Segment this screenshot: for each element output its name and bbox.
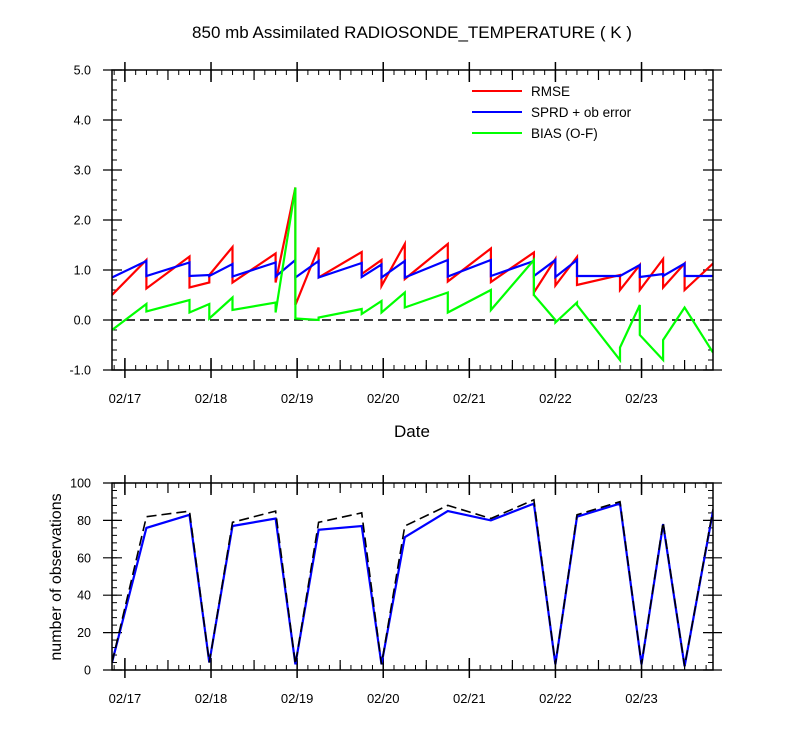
x-tick-label: 02/23 — [625, 691, 658, 706]
bottom-chart: 02/17 02/18 02/19 02/20 02/21 02/22 02/23 0 20 40… — [48, 475, 722, 706]
y-tick-label: 1.0 — [74, 264, 91, 278]
y-tick-label: 4.0 — [74, 114, 91, 128]
y-tick-label: 100 — [70, 477, 91, 491]
y-tick-label: 40 — [77, 589, 91, 603]
y-tick-label: 20 — [77, 626, 91, 640]
series-line-sprd-ob-error — [112, 257, 713, 280]
x-tick-label: 02/17 — [109, 391, 142, 406]
legend-label: RMSE — [531, 84, 570, 99]
y-tick-label: 0 — [84, 664, 91, 678]
x-tick-label: 02/17 — [109, 691, 142, 706]
chart-title: 850 mb Assimilated RADIOSONDE_TEMPERATUR… — [192, 23, 632, 42]
y-tick-label: 3.0 — [74, 164, 91, 178]
x-tick-label: 02/18 — [195, 391, 228, 406]
y-tick-label: 0.0 — [74, 314, 91, 328]
legend-label: BIAS (O-F) — [531, 126, 598, 141]
x-tick-label: 02/20 — [367, 691, 400, 706]
x-tick-label: 02/19 — [281, 691, 314, 706]
y-tick-label: 60 — [77, 551, 91, 565]
top-plot-frame — [111, 69, 714, 371]
x-tick-label: 02/21 — [453, 691, 486, 706]
y-tick-label: 80 — [77, 514, 91, 528]
x-tick-label: 02/23 — [625, 391, 658, 406]
series-line-observations-possible — [112, 498, 713, 667]
y-tick-label: 5.0 — [74, 64, 91, 78]
y-tick-label: 2.0 — [74, 214, 91, 228]
legend-label: SPRD + ob error — [531, 105, 632, 120]
legend: RMSE SPRD + ob error BIAS (O-F) — [472, 84, 632, 141]
x-tick-label: 02/18 — [195, 691, 228, 706]
x-tick-label: 02/19 — [281, 391, 314, 406]
series-line-bias-o-f — [112, 187, 713, 364]
top-plot-area: 02/17 02/18 02/19 02/20 02/21 02/22 02/23 -1.0 0… — [69, 62, 722, 406]
series-line-rmse — [112, 187, 713, 306]
x-tick-label: 02/20 — [367, 391, 400, 406]
x-tick-label: 02/21 — [453, 391, 486, 406]
x-tick-label: 02/22 — [539, 691, 572, 706]
top-chart: 850 mb Assimilated RADIOSONDE_TEMPERATUR… — [69, 23, 722, 441]
x-axis-label: Date — [394, 422, 430, 441]
bottom-plot-area: 02/17 02/18 02/19 02/20 02/21 02/22 02/23 0 20 40… — [70, 475, 722, 706]
bottom-plot-frame — [111, 482, 714, 671]
y-axis-label: number of observations — [48, 493, 65, 660]
x-tick-label: 02/22 — [539, 391, 572, 406]
y-tick-label: -1.0 — [69, 364, 91, 378]
